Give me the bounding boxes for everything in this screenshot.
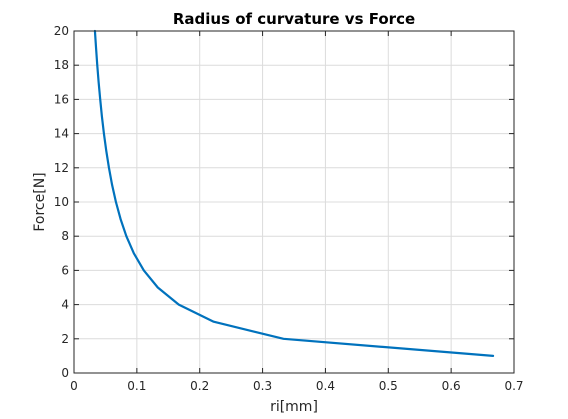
y-tick-label: 0 xyxy=(61,366,69,380)
y-tick-label: 18 xyxy=(54,58,69,72)
x-tick-label: 0.7 xyxy=(504,379,523,393)
y-tick-label: 8 xyxy=(61,229,69,243)
y-tick-label: 20 xyxy=(54,24,69,38)
y-tick-label: 14 xyxy=(54,127,69,141)
x-axis-label: ri[mm] xyxy=(270,399,318,415)
y-tick-label: 16 xyxy=(54,92,69,106)
x-tick-label: 0.2 xyxy=(190,379,209,393)
y-axis-label: Force[N] xyxy=(32,172,48,231)
grid xyxy=(74,31,514,373)
x-tick-label: 0.4 xyxy=(316,379,335,393)
y-tick-label: 4 xyxy=(61,298,69,312)
axes: 0 0.1 0.2 0.3 0.4 0.5 0.6 0.7 0 2 4 6 8 10 12 14 16 18 20 xyxy=(54,24,524,393)
series-line xyxy=(95,31,493,356)
x-tick-label: 0.6 xyxy=(442,379,461,393)
y-tick-label: 6 xyxy=(61,263,69,277)
series-layer xyxy=(95,31,493,356)
chart-title: Radius of curvature vs Force xyxy=(173,10,415,28)
y-tick-label: 12 xyxy=(54,161,69,175)
y-tick-label: 10 xyxy=(54,195,69,209)
y-tick-label: 2 xyxy=(61,332,69,346)
x-tick-label: 0.3 xyxy=(253,379,272,393)
x-tick-label: 0.5 xyxy=(379,379,398,393)
x-tick-label: 0 xyxy=(70,379,78,393)
x-tick-label: 0.1 xyxy=(127,379,146,393)
